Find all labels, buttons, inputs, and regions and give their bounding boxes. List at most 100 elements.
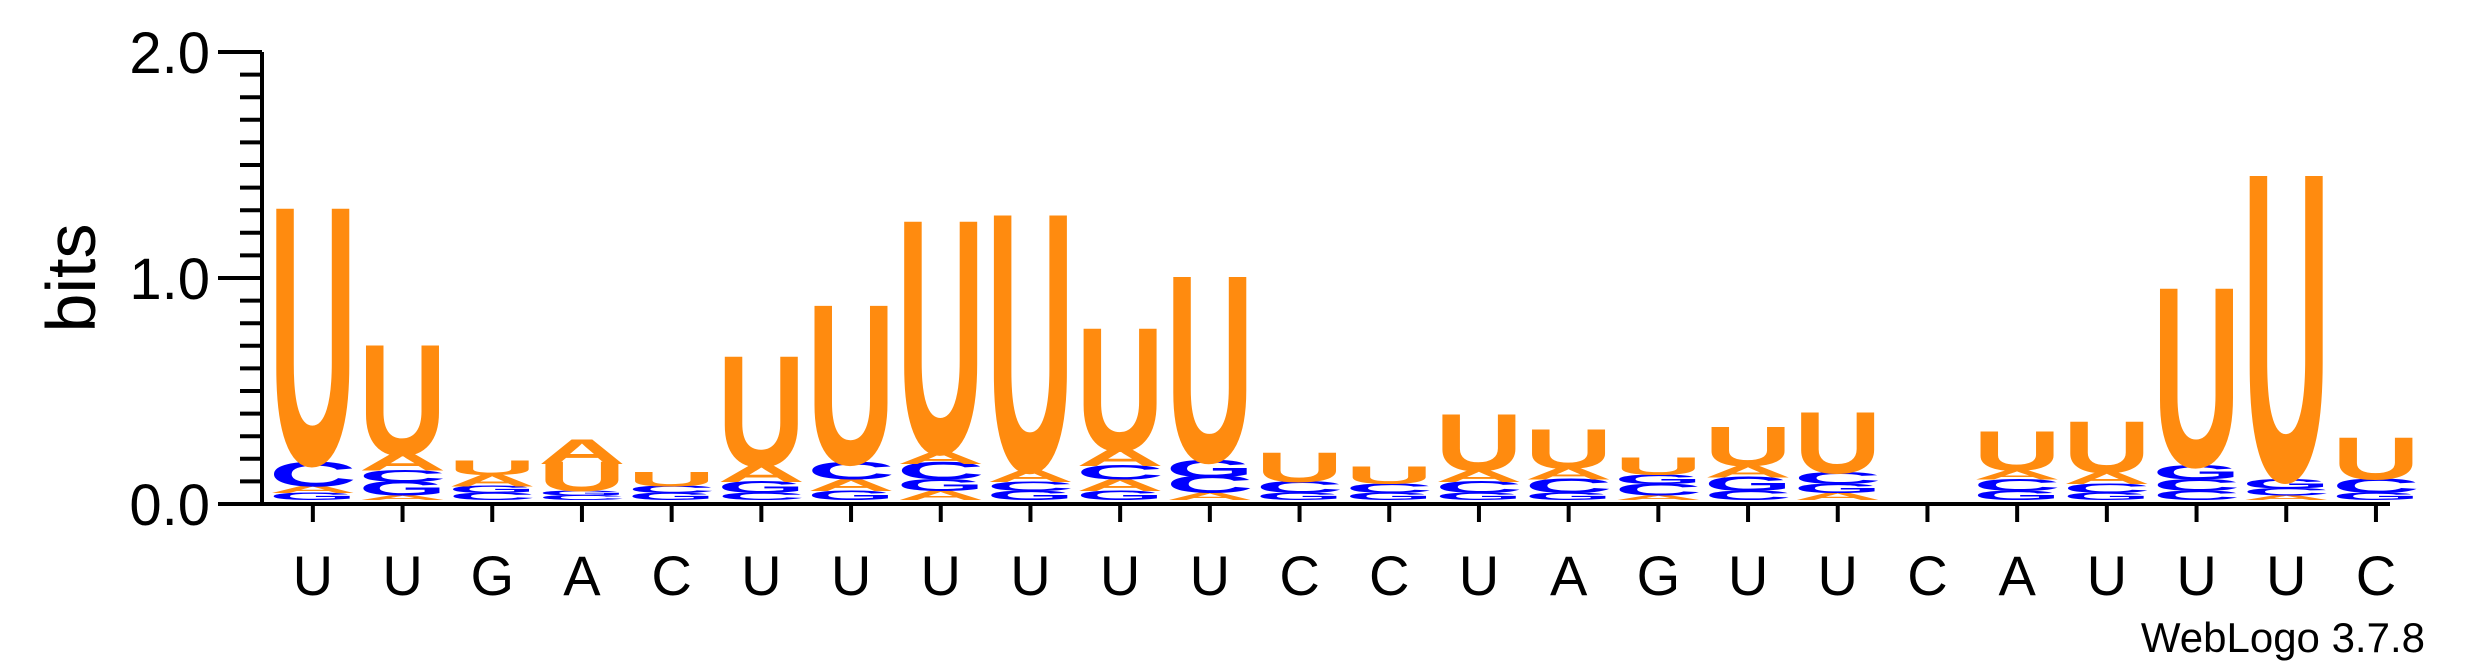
letter-A: A xyxy=(807,475,895,495)
letter-G: G xyxy=(448,484,536,496)
letter-A: A xyxy=(718,460,806,488)
letter-A: A xyxy=(2063,469,2151,489)
letter-C: C xyxy=(1256,478,1344,498)
letter-U: U xyxy=(1704,415,1792,479)
letter-U: U xyxy=(1076,291,1164,489)
letter-U: U xyxy=(359,312,447,489)
position-label: U xyxy=(1100,544,1140,607)
position-label: A xyxy=(1998,544,2036,607)
letter-C: C xyxy=(269,455,357,495)
letter-C: C xyxy=(1435,478,1523,498)
position-label: C xyxy=(651,544,691,607)
letter-C: C xyxy=(1076,460,1164,484)
letter-G: G xyxy=(1704,472,1792,496)
letter-C: C xyxy=(2153,475,2241,495)
letter-C: C xyxy=(628,484,716,496)
letter-A: A xyxy=(359,494,447,502)
letter-C: C xyxy=(2153,487,2241,503)
letter-A: A xyxy=(1525,464,1613,484)
y-tick-label-0: 0.0 xyxy=(129,473,210,538)
letter-A: A xyxy=(1794,491,1882,503)
position-label: A xyxy=(1550,544,1588,607)
position-label: G xyxy=(1637,544,1681,607)
position-label: U xyxy=(293,544,333,607)
letter-U: U xyxy=(1435,397,1523,488)
letter-G: G xyxy=(1435,491,1523,503)
weblogo-credit: WebLogo 3.7.8 xyxy=(2141,614,2425,661)
position-label: U xyxy=(921,544,961,607)
letter-U: U xyxy=(807,256,895,512)
letter-G: G xyxy=(269,491,357,503)
position-label: A xyxy=(563,544,601,607)
letter-A: A xyxy=(2242,494,2330,502)
letter-G: G xyxy=(359,476,447,500)
position-label: G xyxy=(470,544,514,607)
letter-G: G xyxy=(1345,491,1433,503)
letter-G: G xyxy=(718,478,806,498)
letter-G: G xyxy=(2153,460,2241,484)
letter-A: A xyxy=(1076,475,1164,495)
letter-stack: GCU xyxy=(1256,444,1344,503)
letter-C: C xyxy=(987,478,1075,494)
letter-U: U xyxy=(1345,462,1433,490)
x-ticks xyxy=(310,504,2378,522)
letter-C: C xyxy=(2332,474,2420,498)
position-label: U xyxy=(1728,544,1768,607)
position-label: U xyxy=(1190,544,1230,607)
letter-G: G xyxy=(1166,455,1254,483)
letter-C: C xyxy=(538,494,626,502)
letter-G: G xyxy=(538,489,626,497)
y-axis-label: bits xyxy=(32,224,110,333)
letter-C: C xyxy=(2242,486,2330,498)
letter-U: U xyxy=(538,453,626,500)
letter-G: G xyxy=(1973,487,2061,503)
letter-G: G xyxy=(1525,491,1613,503)
letter-C: C xyxy=(2063,481,2151,497)
position-label: U xyxy=(2176,544,2216,607)
letter-C: C xyxy=(807,457,895,485)
letter-C: C xyxy=(448,491,536,503)
letter-G: G xyxy=(897,475,985,495)
letter-U: U xyxy=(1256,444,1344,491)
position-label: C xyxy=(1369,544,1409,607)
letter-stack: GCU xyxy=(1345,462,1433,502)
position-label: U xyxy=(1010,544,1050,607)
letter-A: A xyxy=(1166,491,1254,503)
letter-G: G xyxy=(987,487,1075,503)
position-label: U xyxy=(741,544,781,607)
letter-C: C xyxy=(1704,487,1792,503)
letter-A: A xyxy=(1973,467,2061,483)
letter-G: G xyxy=(2063,491,2151,503)
letter-U: U xyxy=(1615,453,1703,481)
letter-G: G xyxy=(1256,491,1344,503)
letter-U: U xyxy=(718,324,806,501)
letter-C: C xyxy=(1345,481,1433,497)
letter-A: A xyxy=(987,466,1075,486)
letter-U: U xyxy=(1794,393,1882,492)
letter-A: A xyxy=(448,471,536,491)
letter-A: A xyxy=(897,448,985,468)
letter-G: G xyxy=(1076,487,1164,503)
letter-G: G xyxy=(807,487,895,503)
y-tick-label-2: 2.0 xyxy=(129,21,210,86)
y-minor-ticks xyxy=(240,72,262,484)
position-label: U xyxy=(2087,544,2127,607)
letter-G: G xyxy=(2332,491,2420,503)
letter-A: A xyxy=(897,487,985,503)
letter-U: U xyxy=(897,149,985,524)
position-label: U xyxy=(1818,544,1858,607)
position-label: U xyxy=(831,544,871,607)
